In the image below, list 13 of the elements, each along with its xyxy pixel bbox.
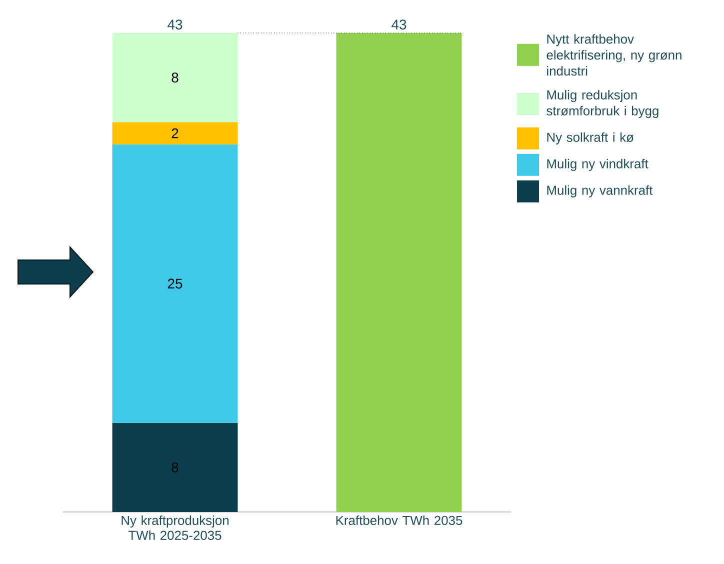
x-tick-label: Kraftbehov TWh 2035: [336, 516, 462, 526]
total-label: 43: [392, 20, 406, 30]
x-tick-label: Ny kraftproduksjon TWh 2025-2035: [122, 516, 228, 540]
legend-label: Nytt kraftbehov elektrifisering, ny grønn industri: [546, 34, 682, 76]
legend-label: Mulig ny vannkraft: [547, 185, 653, 198]
data-label: 8: [172, 72, 178, 82]
data-label: 2: [172, 128, 178, 138]
legend-label: Mulig ny vindkraft: [547, 158, 648, 171]
total-label: 43: [168, 20, 182, 30]
data-label: 8: [172, 462, 178, 472]
legend-label: Ny solkraft i kø: [547, 132, 634, 144]
legend-label: Mulig reduksjon strømforbruk i bygg: [546, 90, 658, 118]
data-label: 25: [168, 278, 182, 289]
